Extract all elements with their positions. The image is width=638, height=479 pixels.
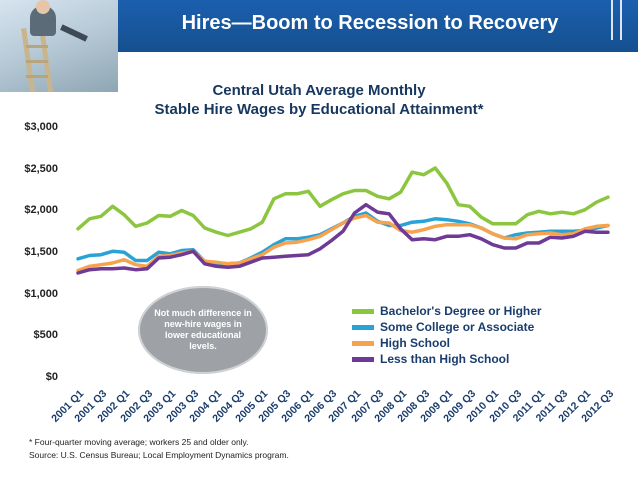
- series-line-0: [76, 166, 610, 238]
- y-tick-label: $1,500: [24, 246, 58, 258]
- footnote: * Four-quarter moving average; workers 2…: [29, 437, 249, 447]
- y-tick-label: $2,500: [24, 162, 58, 175]
- header-decoration-line: [620, 0, 622, 40]
- header-decoration-line: [611, 0, 613, 40]
- legend-label: Some College or Associate: [380, 320, 535, 334]
- legend-item: Less than High School: [352, 351, 542, 367]
- annotation-callout: Not much difference in new-hire wages in…: [138, 286, 268, 374]
- y-tick-label: $2,000: [24, 204, 58, 217]
- chart-subtitle: Stable Hire Wages by Educational Attainm…: [154, 101, 484, 118]
- y-tick-label: $3,000: [24, 121, 58, 133]
- legend-label: High School: [380, 336, 450, 350]
- legend-item: Some College or Associate: [352, 319, 542, 335]
- legend-item: High School: [352, 335, 542, 351]
- y-tick-label: $500: [33, 329, 58, 342]
- series-line-3: [76, 202, 610, 275]
- legend-swatch: [352, 324, 374, 330]
- header-photo: [0, 0, 118, 92]
- page-title: Hires—Boom to Recession to Recovery: [181, 12, 559, 34]
- chart-legend: Bachelor's Degree or Higher Some College …: [352, 303, 542, 367]
- y-tick-label: $1,000: [24, 287, 58, 300]
- legend-item: Bachelor's Degree or Higher: [352, 303, 542, 319]
- legend-label: Bachelor's Degree or Higher: [380, 304, 542, 318]
- legend-label: Less than High School: [380, 352, 510, 366]
- legend-swatch: [352, 356, 374, 362]
- legend-swatch: [352, 308, 374, 314]
- y-tick-label: $0: [45, 371, 58, 383]
- chart-title: Central Utah Average Monthly: [212, 82, 426, 99]
- source-note: Source: U.S. Census Bureau; Local Employ…: [29, 450, 289, 460]
- legend-swatch: [352, 340, 374, 346]
